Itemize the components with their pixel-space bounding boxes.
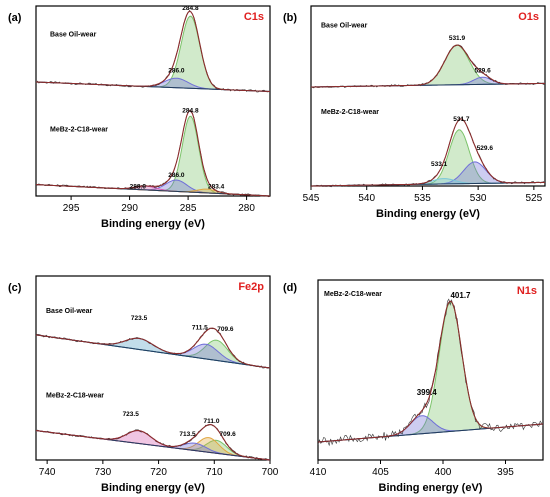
x-tick-label: 710 [206,467,223,478]
raw-spectrum [310,118,546,188]
x-tick-label: 405 [372,467,389,478]
peak-annotation: 399.4 [417,388,438,397]
peak-annotation: 283.4 [208,183,225,190]
series-label: Base Oil-wear [46,308,93,315]
x-axis-label: Binding energy (eV) [376,208,480,220]
peak-annotation: 531.7 [453,116,470,123]
chart-title: O1s [518,11,539,23]
panel-letter: (b) [283,12,298,24]
peak-annotation: 529.6 [477,145,494,152]
component-peak [311,44,545,88]
xps-chart: 740 730 720 710 700 Binding energy (eV) Fe2p Ba… [35,275,279,494]
peak-annotation: 709.6 [217,326,234,333]
x-tick-label: 280 [238,203,255,214]
fit-envelope [35,327,271,369]
plot-frame [317,279,544,461]
panel-d: (d) 410 405 400 395 Binding energy (eV) N1s Me… [275,252,550,497]
xps-chart: 295 290 285 280 Binding energy (eV) C1s Base O… [35,5,271,230]
series-label: Base Oil-wear [50,31,97,38]
fit-envelope [311,118,545,187]
peak-annotation: 723.5 [123,411,140,418]
peak-annotation: 288.6 [130,183,147,190]
raw-spectrum [35,109,271,198]
peak-annotation: 711.5 [192,324,208,331]
panel-a: (a) 295 290 285 280 Binding energy (eV) C1s Ba… [0,0,275,250]
peak-annotation: 284.8 [182,107,199,114]
x-axis-label: Binding energy (eV) [101,218,205,230]
series-label: MeBz-2-C18-wear [321,109,379,116]
fit-envelope [35,10,271,93]
plot-frame [310,5,546,187]
x-tick-label: 540 [358,193,375,204]
x-tick-label: 530 [470,193,487,204]
x-tick-label: 290 [121,203,138,214]
chart-title: N1s [517,285,537,297]
peak-annotation: 529.6 [474,68,491,75]
panel-b: (b) 545 540 535 530 525 Binding energy (eV) O1… [275,0,550,250]
x-tick-label: 295 [63,203,80,214]
peak-annotation: 713.5 [179,431,196,438]
peak-annotation: 533.1 [431,161,448,168]
panel-letter: (c) [8,282,22,294]
x-tick-label: 395 [497,467,514,478]
x-tick-label: 700 [262,467,279,478]
x-tick-label: 740 [39,467,56,478]
x-tick-label: 400 [435,467,452,478]
peak-annotation: 531.9 [449,35,466,42]
raw-spectrum [310,44,546,89]
fit-envelope [311,44,545,88]
x-axis-label: Binding energy (eV) [101,482,205,494]
peak-annotation: 284.8 [182,5,199,12]
plot-frame [35,5,271,197]
x-tick-label: 720 [150,467,167,478]
x-tick-label: 285 [180,203,197,214]
series-label: MeBz-2-C18-wear [46,392,104,399]
x-tick-label: 410 [310,467,327,478]
fit-envelope [35,423,271,461]
raw-spectrum [35,9,271,93]
peak-annotation: 711.0 [204,418,220,425]
peak-annotation: 723.5 [131,315,148,322]
series-label: Base Oil-wear [321,23,368,30]
series-label: MeBz-2-C18-wear [50,126,108,133]
peak-annotation: 401.7 [450,291,471,300]
chart-title: Fe2p [238,281,264,293]
xps-chart: 410 405 400 395 Binding energy (eV) N1s MeBz-2… [310,279,544,494]
chart-title: C1s [244,11,264,23]
fit-envelope [317,300,544,443]
panel-letter: (a) [8,12,22,24]
peak-annotation: 286.0 [168,68,185,75]
panel-c: (c) 740 730 720 710 700 Binding energy (eV) Fe… [0,252,279,497]
xps-chart: 545 540 535 530 525 Binding energy (eV) O1s Bas… [303,5,546,220]
x-tick-label: 545 [303,193,320,204]
panel-letter: (d) [283,282,298,294]
peak-annotation: 709.6 [220,431,237,438]
fit-envelope [35,109,271,197]
x-axis-label: Binding energy (eV) [379,482,483,494]
x-tick-label: 525 [526,193,543,204]
component-peak [311,129,545,187]
x-tick-label: 535 [414,193,431,204]
component-peak [35,15,271,92]
peak-annotation: 286.0 [168,172,185,179]
x-tick-label: 730 [95,467,112,478]
series-label: MeBz-2-C18-wear [324,291,382,298]
